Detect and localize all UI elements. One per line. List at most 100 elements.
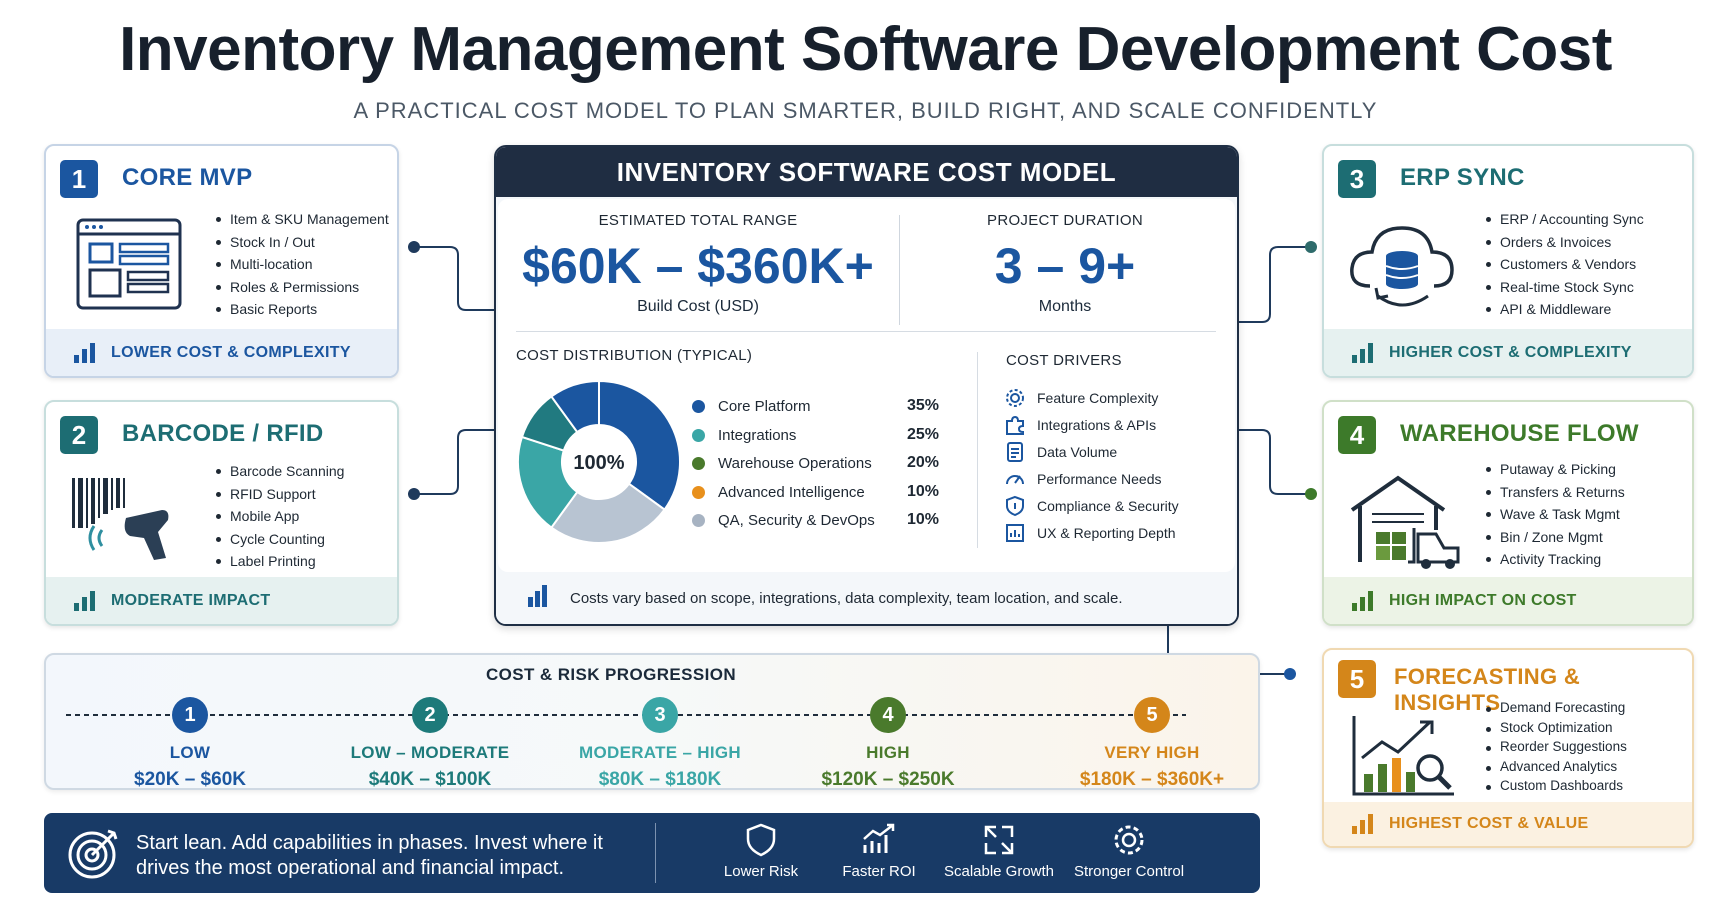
list-item: Demand Forecasting xyxy=(1484,698,1627,718)
card-footer-label: HIGHEST COST & VALUE xyxy=(1389,815,1589,832)
list-item: ERP / Accounting Sync xyxy=(1484,208,1644,231)
list-item: Basic Reports xyxy=(214,298,389,321)
step-number: 1 xyxy=(172,697,208,733)
step-level: HIGH xyxy=(866,743,910,762)
progression-step-1: 1 LOW $20K – $60K xyxy=(90,697,290,791)
card-footer-label: LOWER COST & COMPLEXITY xyxy=(111,343,351,361)
legend-value: 10% xyxy=(907,482,940,500)
step-level: VERY HIGH xyxy=(1104,743,1200,762)
list-item: Advanced Analytics xyxy=(1484,757,1627,777)
list-item: Bin / Zone Mgmt xyxy=(1484,526,1625,549)
legend-swatch xyxy=(692,400,705,413)
card-erp-sync: 3 ERP SYNC ERP / Accounting Sync Orders … xyxy=(1322,144,1694,378)
bar-chart-icon xyxy=(528,585,547,607)
progression-step-4: 4 HIGH $120K – $250K xyxy=(788,697,988,791)
legend-label: Warehouse Operations xyxy=(718,455,872,472)
duration-subtitle: Months xyxy=(1038,298,1092,315)
list-item: Putaway & Picking xyxy=(1484,458,1625,481)
legend-label: Core Platform xyxy=(718,398,811,415)
progression-title: COST & RISK PROGRESSION xyxy=(485,665,737,684)
card-footer: HIGHEST COST & VALUE xyxy=(1324,802,1692,846)
driver-label: Integrations & APIs xyxy=(1037,417,1157,433)
card-footer-label: HIGH IMPACT ON COST xyxy=(1389,591,1577,609)
list-item: Barcode Scanning xyxy=(214,460,344,483)
list-item: API & Middleware xyxy=(1484,298,1644,321)
benefit-label: Scalable Growth xyxy=(943,863,1055,880)
legend-item: Integrations 25% xyxy=(692,424,952,448)
card-title: CORE MVP xyxy=(122,164,253,191)
list-item: Transfers & Returns xyxy=(1484,481,1625,504)
analytics-chart-icon xyxy=(1352,716,1454,796)
benefit-scalable-growth: Scalable Growth xyxy=(924,823,1074,880)
legend-label: QA, Security & DevOps xyxy=(718,512,875,529)
step-level: LOW xyxy=(169,743,211,762)
list-item: Roles & Permissions xyxy=(214,276,389,299)
list-item: Orders & Invoices xyxy=(1484,231,1644,254)
step-number: 4 xyxy=(870,697,906,733)
step-number: 2 xyxy=(412,697,448,733)
list-item: Wave & Task Mgmt xyxy=(1484,503,1625,526)
drivers-label: COST DRIVERS xyxy=(1006,352,1122,369)
legend-swatch xyxy=(692,485,705,499)
list-item: Activity Tracking xyxy=(1484,548,1625,571)
list-item: Multi-location xyxy=(214,253,389,276)
list-item: RFID Support xyxy=(214,483,344,506)
cloud-database-icon xyxy=(1350,226,1454,307)
warehouse-forklift-icon xyxy=(1350,475,1460,569)
benefit-label: Stronger Control xyxy=(1073,863,1185,880)
benefit-label: Faster ROI xyxy=(842,863,916,880)
page-subtitle: A PRACTICAL COST MODEL TO PLAN SMARTER, … xyxy=(353,98,1378,123)
bar-level-icon xyxy=(1352,814,1373,834)
feature-list: Barcode Scanning RFID Support Mobile App… xyxy=(214,460,344,573)
range-label: ESTIMATED TOTAL RANGE xyxy=(598,212,798,229)
range-value: $60K – $360K+ xyxy=(522,238,874,294)
legend-swatch xyxy=(692,514,705,527)
progression-step-5: 5 VERY HIGH $180K – $360K+ xyxy=(1052,697,1252,791)
driver-label: Performance Needs xyxy=(1037,471,1162,487)
card-barcode-rfid: 2 BARCODE / RFID Barcode Scanning RFID S… xyxy=(44,400,399,626)
card-footer-label: HIGHER COST & COMPLEXITY xyxy=(1389,343,1632,361)
legend-label: Integrations xyxy=(718,426,797,444)
donut-center-label: 100% xyxy=(573,452,624,474)
bar-level-icon xyxy=(74,590,95,611)
progression-step-2: 2 LOW – MODERATE $40K – $100K xyxy=(330,697,530,791)
panel-footnote: Costs vary based on scope, integrations,… xyxy=(570,590,1123,607)
legend-item: Advanced Intelligence 10% xyxy=(692,481,952,505)
card-title: FORECASTING & INSIGHTS xyxy=(1394,664,1581,715)
growth-chart-icon xyxy=(863,823,895,853)
list-item: Label Printing xyxy=(214,550,344,573)
card-number: 3 xyxy=(1338,160,1376,198)
step-level: LOW – MODERATE xyxy=(350,743,510,762)
distribution-label: COST DISTRIBUTION (TYPICAL) xyxy=(516,347,753,364)
target-icon xyxy=(68,829,118,879)
step-cost: $20K – $60K xyxy=(134,769,246,790)
card-number: 1 xyxy=(60,160,98,198)
list-item: Cycle Counting xyxy=(214,528,344,551)
driver-label: Feature Complexity xyxy=(1037,390,1159,406)
banner-message: Start lean. Add capabilities in phases. … xyxy=(136,832,603,879)
legend-swatch xyxy=(692,428,705,442)
gear-icon xyxy=(1114,825,1144,855)
feature-list: Item & SKU Management Stock In / Out Mul… xyxy=(214,208,389,321)
benefit-lower-risk: Lower Risk xyxy=(686,823,836,880)
list-item: Mobile App xyxy=(214,505,344,528)
driver-label: UX & Reporting Depth xyxy=(1037,525,1176,541)
duration-label: PROJECT DURATION xyxy=(987,212,1143,229)
card-number: 5 xyxy=(1338,660,1376,698)
shield-icon xyxy=(1006,495,1024,517)
legend-item: Warehouse Operations 20% xyxy=(692,452,952,476)
list-item: Stock In / Out xyxy=(214,231,389,254)
card-number: 2 xyxy=(60,416,98,454)
legend-item: QA, Security & DevOps 10% xyxy=(692,509,952,533)
bar-level-icon xyxy=(74,342,95,363)
feature-list: Demand Forecasting Stock Optimization Re… xyxy=(1484,698,1627,796)
donut-slice-qa-security-devops xyxy=(549,379,600,434)
list-item: Customers & Vendors xyxy=(1484,253,1644,276)
step-cost: $80K – $180K xyxy=(598,769,722,790)
driver-label: Data Volume xyxy=(1037,444,1118,460)
panel-header: INVENTORY SOFTWARE COST MODEL xyxy=(496,147,1237,197)
bar-level-icon xyxy=(1352,342,1373,363)
driver-label: Compliance & Security xyxy=(1037,498,1179,514)
list-item: Stock Optimization xyxy=(1484,718,1627,738)
benefit-label: Lower Risk xyxy=(723,863,799,880)
